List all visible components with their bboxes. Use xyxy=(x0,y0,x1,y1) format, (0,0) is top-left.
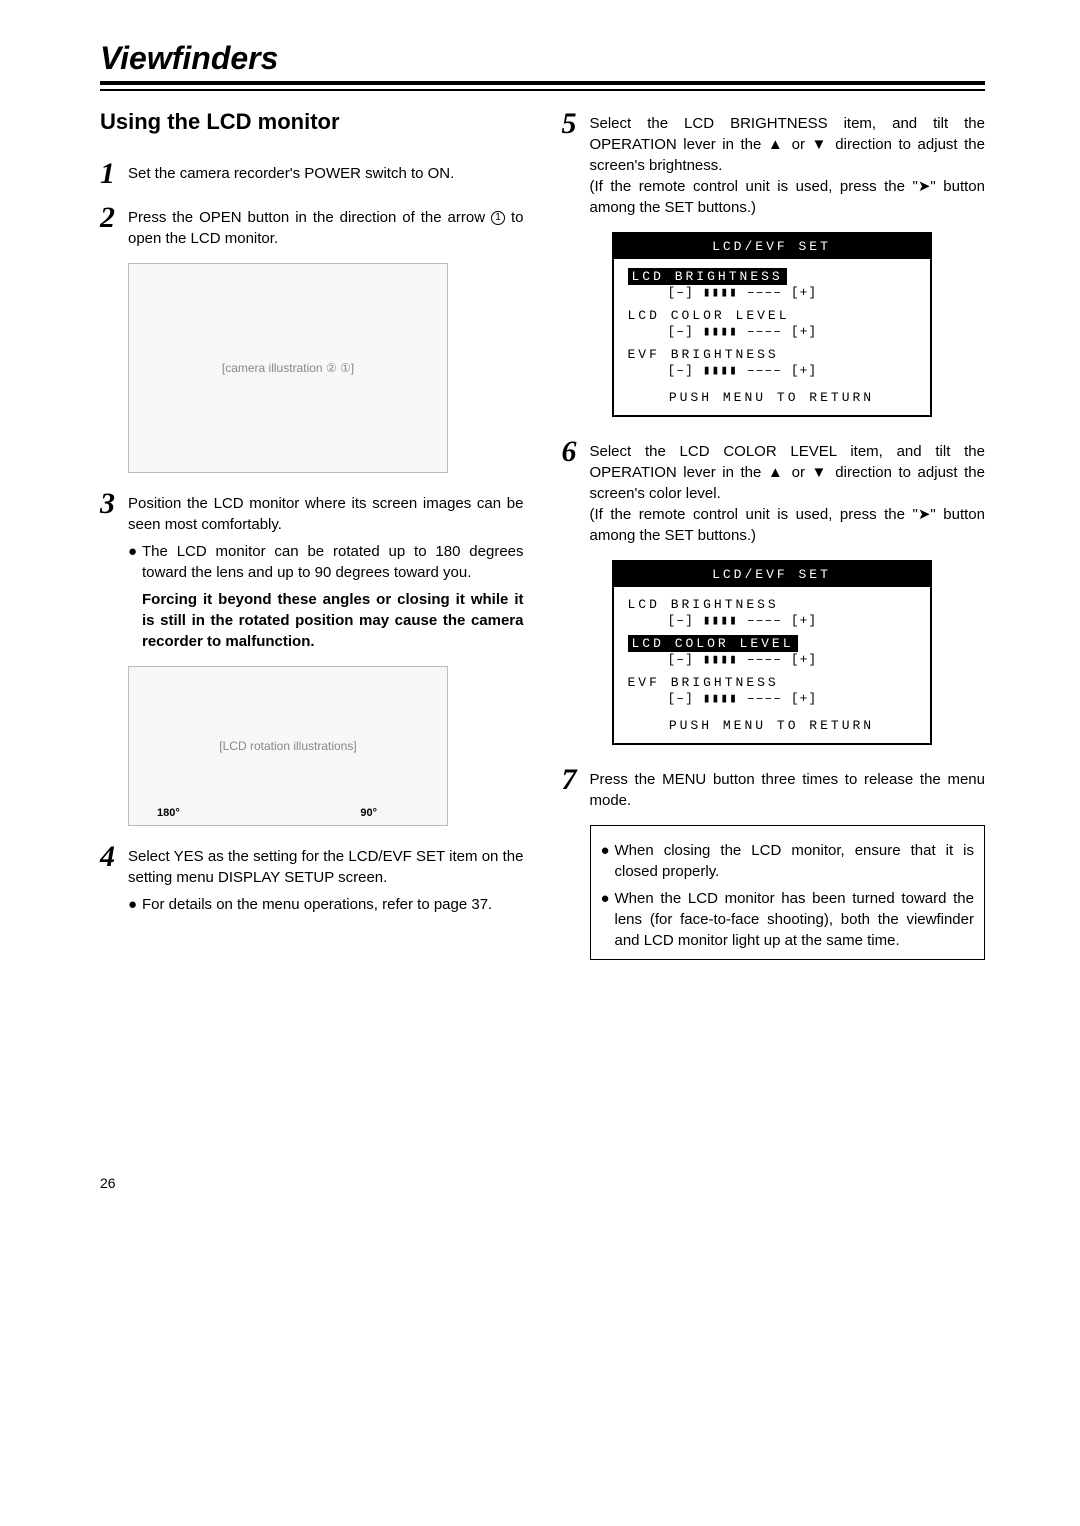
step-4-body: Select YES as the setting for the LCD/EV… xyxy=(128,842,524,915)
step-4-text: Select YES as the setting for the LCD/EV… xyxy=(128,846,524,888)
step-3-bullet1: ● The LCD monitor can be rotated up to 1… xyxy=(128,541,524,583)
menu-body: LCD BRIGHTNESS [–] ▮▮▮▮ –––– [+] LCD COL… xyxy=(614,587,930,743)
menu-screen-2: LCD/EVF SET LCD BRIGHTNESS [–] ▮▮▮▮ ––––… xyxy=(612,560,932,745)
note-box: ● When closing the LCD monitor, ensure t… xyxy=(590,825,986,960)
step-2-text: Press the OPEN button in the direction o… xyxy=(128,203,524,249)
menu-slider: [–] ▮▮▮▮ –––– [+] xyxy=(628,285,916,300)
step-2: 2 Press the OPEN button in the direction… xyxy=(100,203,524,249)
menu-label: EVF BRIGHTNESS xyxy=(628,675,779,690)
label-180: 180° xyxy=(157,807,180,819)
figure-camera-open: [camera illustration ② ①] xyxy=(128,263,524,473)
s6d: (If the remote control unit is used, pre… xyxy=(590,506,918,523)
menu-slider: [–] ▮▮▮▮ –––– [+] xyxy=(628,324,916,339)
step-3-body: Position the LCD monitor where its scree… xyxy=(128,489,524,652)
rotation-illustration: [LCD rotation illustrations] 180° 90° xyxy=(128,666,448,826)
label-90: 90° xyxy=(360,807,377,819)
step-3: 3 Position the LCD monitor where its scr… xyxy=(100,489,524,652)
bullet-icon: ● xyxy=(128,541,142,583)
menu-item-brightness: LCD BRIGHTNESS [–] ▮▮▮▮ –––– [+] xyxy=(628,597,916,628)
step-7-text: Press the MENU button three times to rel… xyxy=(590,765,986,811)
s6b: or xyxy=(785,464,811,481)
triangle-up-icon xyxy=(768,136,785,153)
step-number-icon: 5 xyxy=(562,109,590,139)
right-column: 5 Select the LCD BRIGHTNESS item, and ti… xyxy=(562,109,986,1191)
menu-item-evf: EVF BRIGHTNESS [–] ▮▮▮▮ –––– [+] xyxy=(628,675,916,706)
triangle-up-icon xyxy=(768,464,785,481)
s5b: or xyxy=(785,136,811,153)
menu-label-selected: LCD BRIGHTNESS xyxy=(628,268,787,285)
step-7: 7 Press the MENU button three times to r… xyxy=(562,765,986,811)
menu-header: LCD/EVF SET xyxy=(614,234,930,259)
step-4: 4 Select YES as the setting for the LCD/… xyxy=(100,842,524,915)
s5d: (If the remote control unit is used, pre… xyxy=(590,178,918,195)
menu-header: LCD/EVF SET xyxy=(614,562,930,587)
triangle-down-icon xyxy=(812,136,829,153)
title-rule xyxy=(100,81,985,91)
menu-body: LCD BRIGHTNESS [–] ▮▮▮▮ –––– [+] LCD COL… xyxy=(614,259,930,415)
note-2: ● When the LCD monitor has been turned t… xyxy=(601,888,975,951)
step-4-bullet1-text: For details on the menu operations, refe… xyxy=(142,894,524,915)
menu-item-evf: EVF BRIGHTNESS [–] ▮▮▮▮ –––– [+] xyxy=(628,347,916,378)
step-number-icon: 4 xyxy=(100,842,128,872)
step-number-icon: 3 xyxy=(100,489,128,519)
menu-label: LCD COLOR LEVEL xyxy=(628,308,790,323)
menu-footer: PUSH MENU TO RETURN xyxy=(628,386,916,413)
step-4-bullet1: ● For details on the menu operations, re… xyxy=(128,894,524,915)
step-number-icon: 2 xyxy=(100,203,128,233)
step-3-bullet2: Forcing it beyond these angles or closin… xyxy=(128,589,524,652)
step-number-icon: 6 xyxy=(562,437,590,467)
step-3-bullet1-text: The LCD monitor can be rotated up to 180… xyxy=(142,541,524,583)
note-2-text: When the LCD monitor has been turned tow… xyxy=(615,888,975,951)
camera-illustration: [camera illustration ② ①] xyxy=(128,263,448,473)
bullet-icon: ● xyxy=(601,840,615,882)
step-number-icon: 1 xyxy=(100,159,128,189)
menu-label-selected: LCD COLOR LEVEL xyxy=(628,635,798,652)
arrow-right-icon xyxy=(918,178,931,195)
step-6-body: Select the LCD COLOR LEVEL item, and til… xyxy=(590,437,986,546)
figure-rotation: [LCD rotation illustrations] 180° 90° xyxy=(128,666,524,826)
menu-slider: [–] ▮▮▮▮ –––– [+] xyxy=(628,613,916,628)
menu-screen-1: LCD/EVF SET LCD BRIGHTNESS [–] ▮▮▮▮ ––––… xyxy=(612,232,932,417)
menu-item-brightness: LCD BRIGHTNESS [–] ▮▮▮▮ –––– [+] xyxy=(628,269,916,300)
page-title: Viewfinders xyxy=(100,40,985,77)
bullet-icon: ● xyxy=(128,894,142,915)
rotation-placeholder: [LCD rotation illustrations] xyxy=(219,739,356,753)
note-1-text: When closing the LCD monitor, ensure tha… xyxy=(615,840,975,882)
menu-slider: [–] ▮▮▮▮ –––– [+] xyxy=(628,652,916,667)
menu-item-color: LCD COLOR LEVEL [–] ▮▮▮▮ –––– [+] xyxy=(628,308,916,339)
menu-slider: [–] ▮▮▮▮ –––– [+] xyxy=(628,363,916,378)
note-1: ● When closing the LCD monitor, ensure t… xyxy=(601,840,975,882)
step-5: 5 Select the LCD BRIGHTNESS item, and ti… xyxy=(562,109,986,218)
step-1: 1 Set the camera recorder's POWER switch… xyxy=(100,159,524,189)
left-column: Using the LCD monitor 1 Set the camera r… xyxy=(100,109,524,1191)
menu-label: EVF BRIGHTNESS xyxy=(628,347,779,362)
step-3-text: Position the LCD monitor where its scree… xyxy=(128,493,524,535)
step-6: 6 Select the LCD COLOR LEVEL item, and t… xyxy=(562,437,986,546)
step-2a: Press the OPEN button in the direction o… xyxy=(128,209,491,226)
menu-item-color: LCD COLOR LEVEL [–] ▮▮▮▮ –––– [+] xyxy=(628,636,916,667)
content-columns: Using the LCD monitor 1 Set the camera r… xyxy=(100,109,985,1191)
menu-footer: PUSH MENU TO RETURN xyxy=(628,714,916,741)
step-5-body: Select the LCD BRIGHTNESS item, and tilt… xyxy=(590,109,986,218)
step-number-icon: 7 xyxy=(562,765,590,795)
menu-label: LCD BRIGHTNESS xyxy=(628,597,779,612)
arrow-right-icon xyxy=(918,506,931,523)
menu-slider: [–] ▮▮▮▮ –––– [+] xyxy=(628,691,916,706)
step-1-text: Set the camera recorder's POWER switch t… xyxy=(128,159,524,184)
triangle-down-icon xyxy=(812,464,829,481)
bullet-icon: ● xyxy=(601,888,615,951)
circled-1-icon: 1 xyxy=(491,211,505,225)
page-number: 26 xyxy=(100,1175,524,1191)
step-3-warning: Forcing it beyond these angles or closin… xyxy=(142,589,524,652)
section-title: Using the LCD monitor xyxy=(100,109,524,135)
blank-indent xyxy=(128,589,142,652)
